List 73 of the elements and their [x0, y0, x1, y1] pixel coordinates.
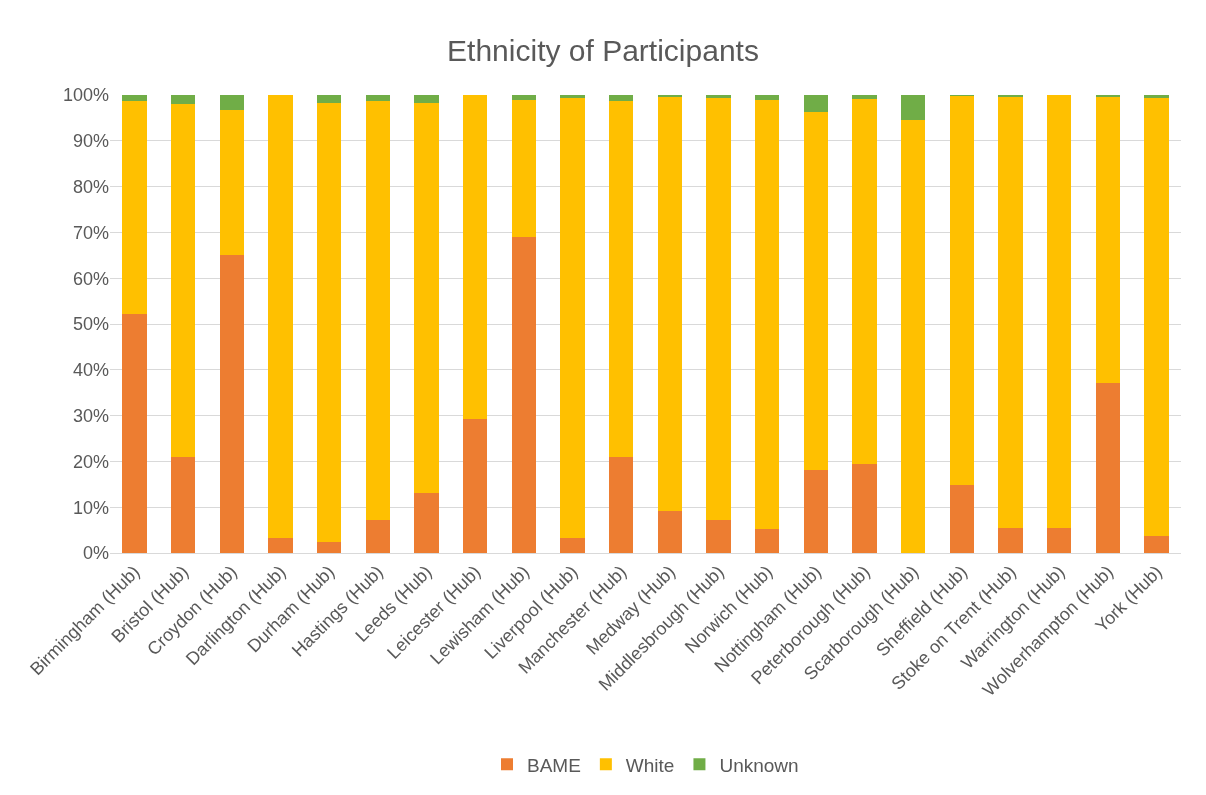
bar	[1144, 536, 1169, 553]
chart-title: Ethnicity of Participants	[447, 33, 759, 67]
y-tick-label: 30%	[72, 405, 109, 426]
bar	[219, 110, 244, 256]
bar	[657, 97, 683, 511]
bar	[170, 456, 196, 553]
bar	[122, 95, 147, 102]
bar	[560, 98, 585, 538]
bar	[998, 96, 1023, 529]
bar	[462, 95, 488, 419]
bar	[949, 95, 975, 486]
bar	[511, 100, 536, 237]
bar	[365, 100, 390, 520]
y-tick-label: 50%	[72, 314, 109, 335]
bar	[560, 95, 585, 99]
bar	[219, 255, 244, 553]
bar	[803, 112, 829, 470]
bar	[803, 95, 829, 113]
bar	[755, 100, 780, 530]
legend-label: BAME	[527, 754, 581, 776]
bar	[755, 95, 780, 101]
bar	[122, 313, 147, 553]
bar	[901, 120, 926, 553]
bar	[706, 519, 731, 553]
bar	[901, 95, 926, 121]
bar	[316, 541, 342, 553]
bar	[852, 98, 877, 465]
bar	[414, 493, 439, 553]
bar	[803, 469, 829, 553]
bar	[706, 98, 731, 520]
bar	[608, 101, 634, 457]
bar	[998, 528, 1023, 553]
bar	[1047, 528, 1072, 553]
bar	[1095, 97, 1121, 384]
bar	[316, 102, 342, 542]
y-tick-label: 20%	[72, 451, 109, 472]
bar	[657, 510, 683, 553]
bar	[316, 95, 342, 103]
bar	[949, 485, 975, 553]
y-tick-label: 90%	[72, 131, 109, 152]
y-tick-label: 60%	[72, 268, 109, 289]
bar	[219, 95, 244, 111]
bar	[170, 95, 196, 104]
bar	[755, 529, 780, 553]
bar	[462, 418, 488, 553]
y-tick-label: 100%	[62, 85, 109, 106]
bar	[511, 95, 536, 101]
bar	[852, 95, 877, 99]
bar	[706, 95, 731, 99]
bar	[1047, 95, 1072, 529]
legend-label: White	[625, 754, 675, 776]
bar	[414, 95, 439, 103]
bar	[170, 103, 196, 457]
bar	[268, 537, 293, 553]
bar	[1144, 95, 1169, 99]
bar	[608, 456, 634, 553]
y-tick-label: 80%	[72, 176, 109, 197]
bar	[122, 101, 147, 314]
bar	[608, 95, 634, 102]
bar	[1144, 98, 1169, 537]
bar	[560, 537, 585, 553]
y-tick-label: 70%	[72, 222, 109, 243]
bar	[511, 236, 536, 553]
y-tick-label: 40%	[72, 360, 109, 381]
bar	[1095, 383, 1121, 553]
bar	[365, 95, 390, 101]
bar	[414, 102, 439, 494]
bar	[365, 519, 390, 553]
y-tick-label: 10%	[72, 497, 109, 518]
bar	[852, 464, 877, 553]
legend-label: Unknown	[719, 754, 799, 776]
y-tick-label: 0%	[82, 543, 109, 564]
bar	[268, 95, 293, 538]
